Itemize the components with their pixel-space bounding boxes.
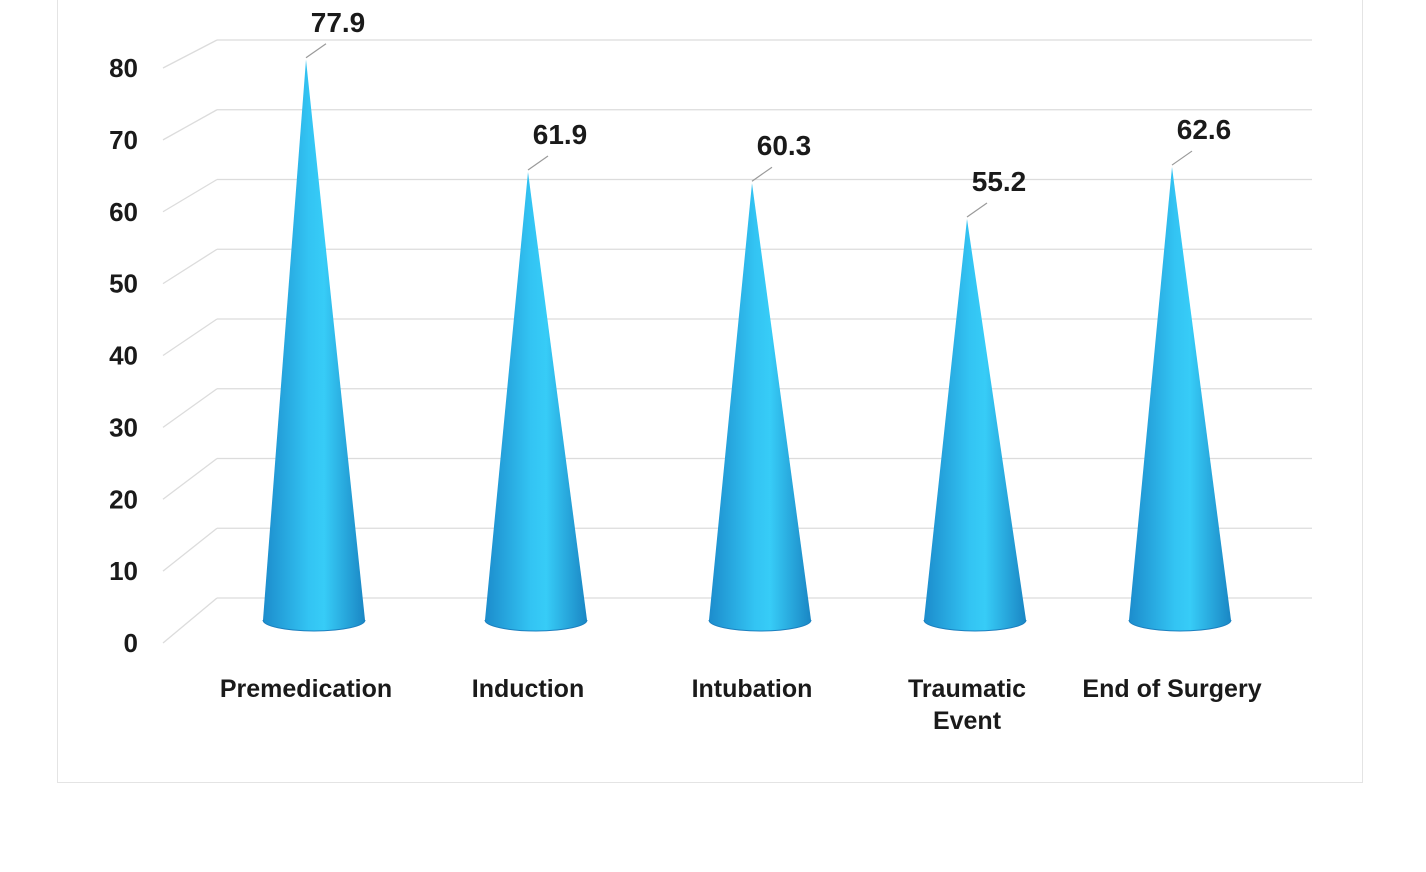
leader-line — [966, 202, 988, 218]
y-tick-label: 50 — [109, 269, 138, 299]
y-tick-label: 10 — [109, 556, 138, 586]
cone-body — [924, 218, 1026, 631]
gridline-depth — [162, 527, 218, 572]
leader-line — [1171, 150, 1193, 166]
y-tick-label: 70 — [109, 125, 138, 155]
cone-body — [709, 183, 811, 631]
gridline-depth — [162, 178, 218, 213]
cone-body — [1129, 167, 1231, 631]
data-label: 55.2 — [972, 166, 1027, 197]
y-tick-label: 0 — [124, 628, 138, 658]
cone-body — [485, 171, 587, 631]
x-axis-categories: Premedication Induction Intubation Traumati… — [220, 675, 1262, 735]
cone-base — [923, 619, 1027, 632]
gridline-depth — [162, 597, 218, 644]
gridline-depth — [162, 318, 218, 357]
data-label: 60.3 — [757, 130, 812, 161]
category-label: Event — [933, 707, 1002, 735]
y-axis-ticks: 0 10 20 30 40 50 60 70 80 — [109, 53, 138, 658]
cone-bar — [923, 218, 1027, 632]
cone-base — [708, 619, 812, 632]
gridline-depth — [162, 457, 218, 500]
cone-bar — [484, 171, 588, 632]
data-label: 61.9 — [533, 119, 588, 150]
cone-body — [263, 59, 365, 632]
y-tick-label: 30 — [109, 412, 138, 442]
leader-line — [305, 43, 327, 59]
cones — [262, 59, 1232, 632]
y-tick-label: 60 — [109, 197, 138, 227]
cone-base — [1128, 619, 1232, 632]
leader-line — [751, 166, 773, 182]
category-label: End of Surgery — [1082, 675, 1261, 703]
cone-base — [262, 619, 366, 632]
category-label: Premedication — [220, 675, 392, 703]
y-tick-label: 80 — [109, 53, 138, 83]
category-label: Induction — [472, 675, 584, 703]
category-label: Intubation — [692, 675, 813, 703]
gridline-depth — [162, 248, 218, 285]
cone-bar — [708, 183, 812, 632]
cone-base — [484, 619, 588, 632]
gridline-depth — [162, 388, 218, 428]
category-label: Traumatic — [908, 675, 1026, 703]
gridline-depth — [162, 39, 218, 69]
cone-bar — [262, 59, 366, 632]
data-labels: 77.9 61.9 60.3 55.2 62.6 — [305, 7, 1232, 218]
cone-bar — [1128, 167, 1232, 632]
gridline-depth — [162, 109, 218, 141]
y-tick-label: 40 — [109, 341, 138, 371]
data-label: 77.9 — [311, 7, 366, 38]
y-tick-label: 20 — [109, 484, 138, 514]
leader-line — [527, 155, 549, 171]
chart-frame — [57, 0, 1363, 783]
data-label: 62.6 — [1177, 114, 1232, 145]
